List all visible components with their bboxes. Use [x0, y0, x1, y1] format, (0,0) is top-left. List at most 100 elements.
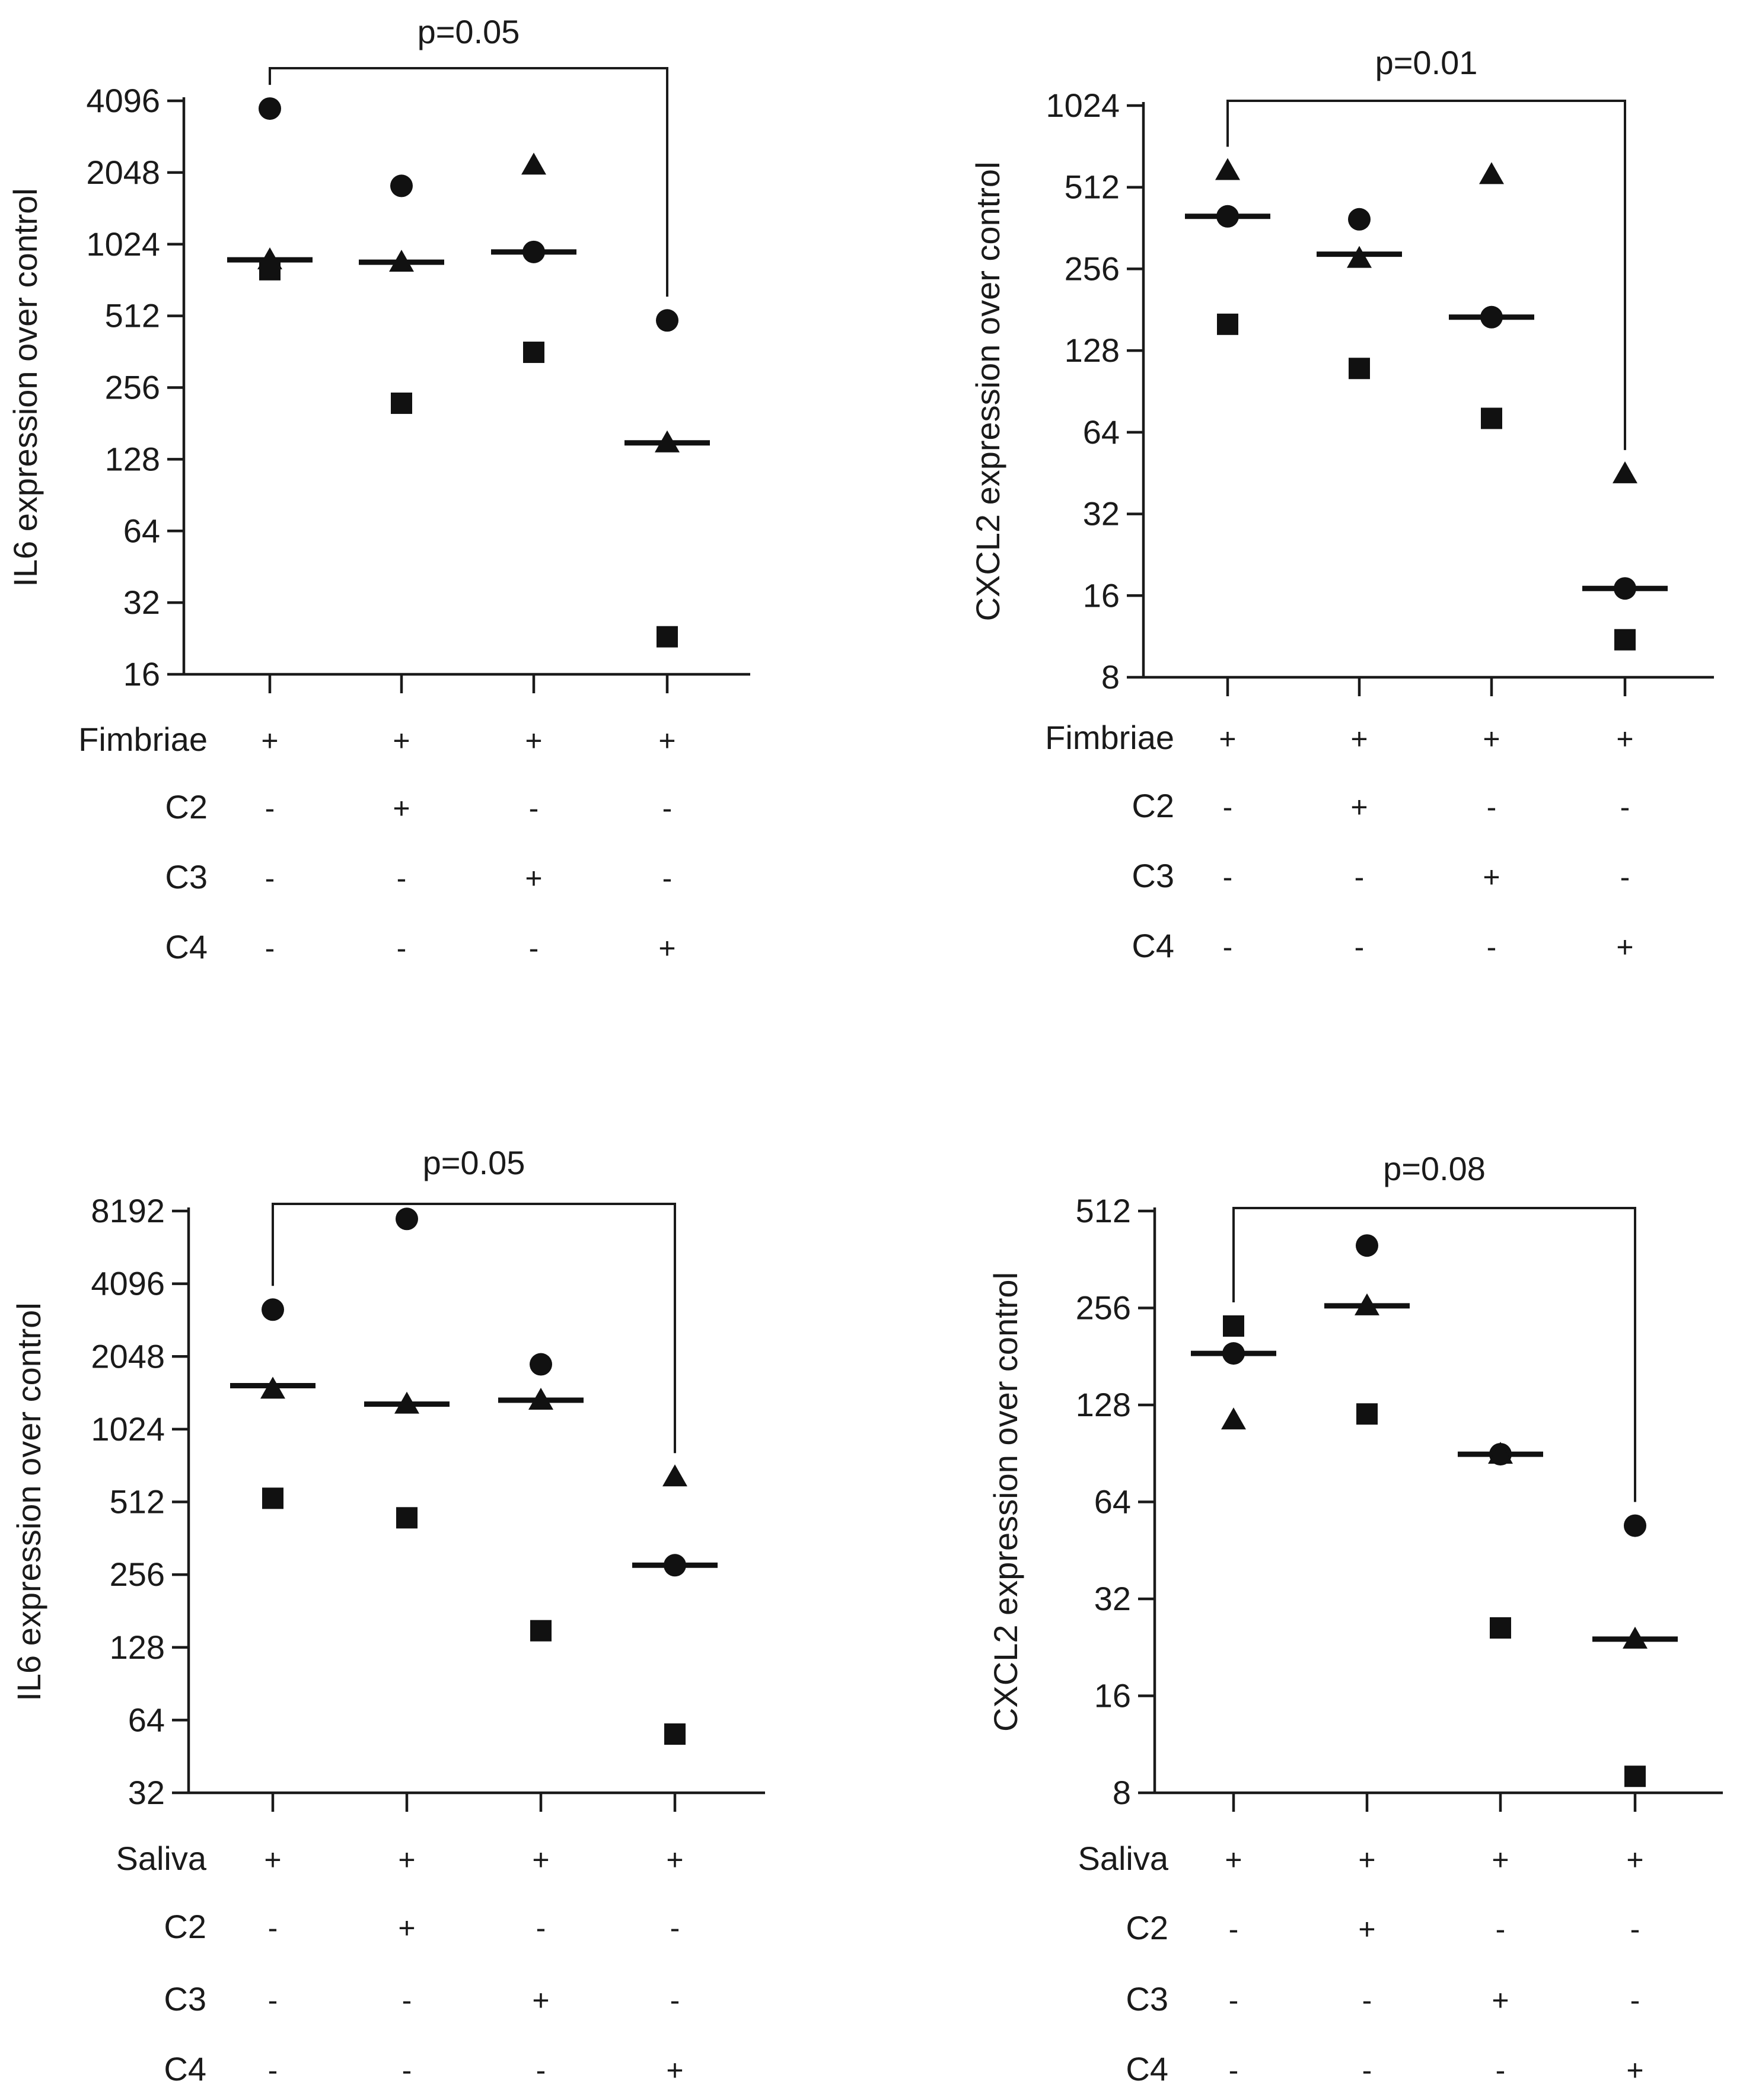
condition-sign: -: [1630, 1913, 1640, 1946]
condition-sign: -: [397, 932, 407, 965]
condition-sign: -: [1223, 861, 1233, 894]
condition-label: C3: [165, 858, 208, 896]
data-point-square: [1217, 313, 1238, 335]
y-tick-label: 32: [1094, 1580, 1131, 1617]
y-tick-label: 32: [123, 584, 160, 621]
y-tick-label: 512: [1076, 1192, 1131, 1229]
y-tick-label: 512: [1065, 168, 1120, 206]
data-point-square: [530, 1620, 552, 1642]
y-tick-label: 4096: [86, 82, 160, 119]
data-point-square: [391, 392, 412, 414]
condition-label: C4: [1132, 927, 1174, 964]
condition-label: C4: [164, 2050, 206, 2088]
condition-label: C3: [1132, 857, 1174, 894]
condition-sign: +: [525, 724, 542, 757]
y-tick-label: 16: [1083, 576, 1120, 614]
condition-sign: +: [666, 2054, 683, 2087]
y-axis-title: CXCL2 expression over control: [987, 1272, 1024, 1732]
condition-sign: +: [1350, 791, 1368, 824]
condition-sign: +: [1492, 1843, 1509, 1876]
condition-sign: -: [1487, 930, 1497, 964]
condition-sign: +: [658, 932, 675, 965]
y-tick-label: 128: [1076, 1386, 1131, 1423]
condition-sign: +: [532, 1984, 549, 2017]
condition-sign: -: [1620, 861, 1630, 894]
y-tick-label: 256: [105, 369, 160, 406]
condition-sign: -: [1630, 1984, 1640, 2017]
data-point-circle: [396, 1207, 418, 1231]
condition-sign: +: [261, 724, 278, 757]
condition-sign: -: [268, 2054, 278, 2087]
data-point-triangle: [389, 250, 414, 272]
condition-sign: -: [1496, 1913, 1506, 1946]
data-point-triangle: [1221, 1407, 1246, 1430]
condition-sign: +: [1616, 930, 1633, 964]
condition-sign: +: [264, 1843, 281, 1876]
condition-sign: -: [662, 792, 673, 825]
y-tick-label: 64: [123, 512, 160, 549]
data-point-triangle: [1488, 1442, 1513, 1464]
y-tick-label: 16: [123, 655, 160, 693]
y-tick-label: 64: [128, 1701, 165, 1738]
condition-sign: +: [1225, 1843, 1242, 1876]
condition-label: C2: [164, 1908, 206, 1945]
condition-sign: -: [1362, 2054, 1372, 2087]
condition-sign: +: [1219, 722, 1236, 756]
condition-sign: -: [402, 2054, 412, 2087]
condition-sign: -: [670, 1911, 680, 1945]
data-point-circle: [1356, 1234, 1378, 1257]
condition-sign: -: [536, 2054, 546, 2087]
condition-label: Fimbriae: [78, 721, 208, 758]
condition-sign: -: [536, 1911, 546, 1945]
panel-il6-fimbriae: 16 32 64 128 256 512 1024 2048 4096 IL6 expressio…: [7, 13, 750, 965]
y-tick-label: 128: [110, 1629, 165, 1666]
condition-sign: +: [658, 724, 675, 757]
y-tick-label: 512: [105, 297, 160, 334]
data-point-square: [657, 626, 678, 648]
y-tick-label: 1024: [91, 1410, 165, 1448]
condition-sign: +: [393, 792, 410, 825]
condition-sign: -: [1487, 791, 1497, 824]
data-point-circle: [262, 1298, 284, 1321]
condition-sign: +: [1626, 2054, 1643, 2087]
condition-sign: +: [1358, 1913, 1375, 1946]
data-point-triangle: [528, 1387, 553, 1410]
data-point-triangle: [260, 1376, 285, 1399]
data-point-triangle: [1479, 162, 1504, 184]
data-point-square: [664, 1723, 686, 1745]
condition-label: Fimbriae: [1045, 719, 1174, 756]
y-tick-label: 8: [1113, 1774, 1131, 1811]
condition-sign: -: [265, 862, 275, 895]
condition-sign: -: [662, 862, 673, 895]
significance-bracket: [272, 1203, 676, 1454]
condition-sign: -: [1229, 1913, 1239, 1946]
condition-sign: -: [268, 1984, 278, 2017]
y-tick-label: 2048: [91, 1337, 165, 1375]
data-point-circle: [530, 1353, 552, 1376]
condition-sign: +: [1483, 722, 1500, 756]
condition-sign: +: [1358, 1843, 1375, 1876]
data-point-square: [523, 342, 544, 364]
data-point-circle: [1348, 208, 1371, 231]
condition-label: C4: [1126, 2050, 1168, 2088]
condition-label: C4: [165, 928, 208, 965]
condition-sign: -: [402, 1984, 412, 2017]
condition-label: Saliva: [116, 1840, 206, 1877]
data-point-circle: [656, 309, 678, 332]
condition-sign: -: [265, 792, 275, 825]
y-tick-label: 128: [105, 440, 160, 477]
y-tick-label: 2048: [86, 154, 160, 191]
data-point-triangle: [655, 430, 680, 452]
panel-cxcl2-saliva: 8 16 32 64 128 256 512 CXCL2 expression over co…: [987, 1150, 1723, 2088]
condition-sign: +: [398, 1843, 415, 1876]
condition-label: C2: [165, 788, 208, 826]
significance-bracket: [1226, 100, 1626, 450]
data-point-square: [259, 259, 281, 281]
data-point-triangle: [1623, 1626, 1648, 1649]
y-tick-label: 8: [1101, 658, 1120, 696]
condition-sign: +: [393, 724, 410, 757]
p-value-label: p=0.08: [1383, 1150, 1486, 1187]
condition-sign: -: [1223, 930, 1233, 964]
data-point-triangle: [1355, 1293, 1379, 1315]
condition-sign: -: [1229, 1984, 1239, 2017]
